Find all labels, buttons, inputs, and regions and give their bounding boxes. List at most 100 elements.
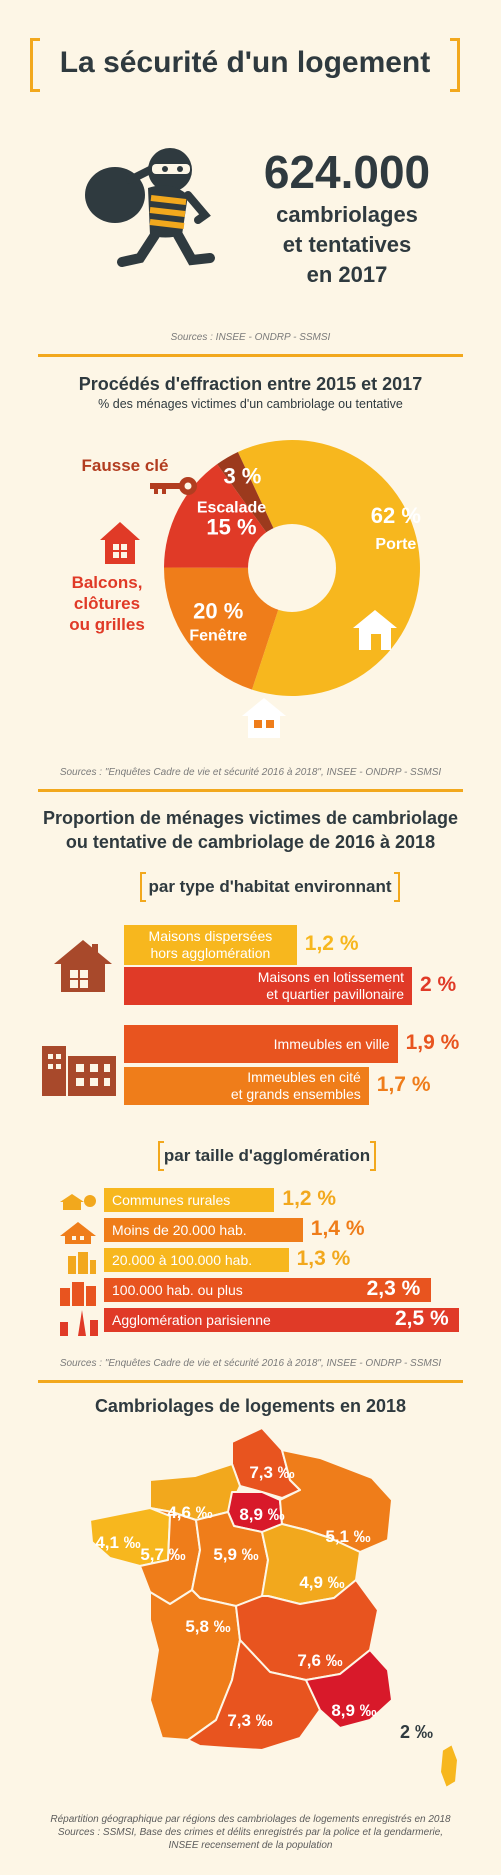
label-fausse-cle: Fausse clé	[81, 456, 169, 475]
region-value-label: 4,9 ‰	[299, 1573, 344, 1592]
intro-source: Sources : INSEE - ONDRP - SSMSI	[170, 332, 331, 343]
label-line: clôtures	[73, 594, 141, 613]
bar-category-label: 20.000 à 100.000 hab.	[112, 1251, 253, 1268]
region-value-label: 5,9 ‰	[213, 1545, 258, 1564]
bar-category-label: hors agglomération	[150, 945, 271, 961]
bar-category-label: Maisons en lotissement	[257, 969, 404, 985]
pie-value-label: 62 %	[371, 503, 421, 528]
agglomeration-bar: 100.000 hab. ou plus	[104, 1278, 431, 1302]
page-title: La sécurité d'un logement	[59, 46, 431, 79]
bar-value-label: 1,9 %	[405, 1031, 460, 1054]
footnote-line: Répartition géographique par régions des…	[50, 1814, 451, 1825]
section-divider	[38, 789, 463, 792]
bar-value-label: 1,2 %	[304, 932, 359, 955]
left-bracket	[140, 872, 146, 902]
map-footnote: Répartition géographique par régions des…	[0, 1813, 501, 1852]
bar-category-label: Immeubles en ville	[273, 1035, 390, 1052]
agglomeration-bar: Moins de 20.000 hab.	[104, 1218, 303, 1242]
agglomeration-bar: Agglomération parisienne	[104, 1308, 459, 1332]
bar-category-label: Communes rurales	[112, 1191, 231, 1208]
corsica-value: 2 ‰	[400, 1722, 434, 1742]
agglomeration-icons	[60, 1194, 98, 1336]
bar-category-label: Immeubles en cité	[247, 1069, 361, 1085]
pie-name-label: Escalade	[197, 500, 266, 517]
bars-source: Sources : "Enquêtes Cadre de vie et sécu…	[59, 1358, 442, 1369]
footnote-line: INSEE recensement de la population	[168, 1840, 333, 1851]
region-value-label: 7,6 ‰	[297, 1651, 342, 1670]
city-icon	[60, 1282, 96, 1306]
region-paca	[305, 1649, 393, 1729]
region-occitanie	[187, 1639, 321, 1751]
bars-title-line1: Proportion de ménages victimes de cambri…	[42, 808, 459, 828]
pie-value-label: 15 %	[206, 515, 256, 540]
group1-title: par type d'habitat environnant	[148, 877, 392, 896]
caption-line: cambriolages	[276, 202, 418, 227]
group2-title: par taille d'agglomération	[163, 1146, 371, 1165]
left-bracket	[158, 1141, 164, 1171]
burglar-icon	[85, 148, 215, 267]
label-line: Balcons,	[71, 573, 143, 592]
pie-source: Sources : "Enquêtes Cadre de vie et sécu…	[59, 767, 442, 778]
pie-name-label: Porte	[375, 536, 416, 553]
caption-line: et tentatives	[282, 232, 412, 257]
bar-value-label: 2,5 %	[395, 1307, 449, 1330]
paris-icon	[60, 1310, 98, 1336]
pie-subtitle: % des ménages victimes d'un cambriolage …	[98, 397, 403, 411]
agglomeration-bar: 20.000 à 100.000 hab.	[104, 1248, 289, 1272]
habitat-bar: Immeubles en ville	[124, 1025, 398, 1063]
region-value-label: 7,3 ‰	[249, 1463, 294, 1482]
bar-value-label: 1,3 %	[296, 1247, 351, 1270]
pie-title: Procédés d'effraction entre 2015 et 2017	[78, 374, 423, 394]
habitat-bar: Maisons en lotissement et quartier pavill…	[124, 967, 412, 1005]
house-icon	[100, 522, 140, 564]
label-line: ou grilles	[69, 615, 145, 634]
bars-title-line2: ou tentative de cambriolage de 2016 à 20…	[65, 832, 436, 852]
bar-value-label: 1,2 %	[282, 1187, 337, 1210]
map-title: Cambriolages de logements en 2018	[94, 1396, 407, 1416]
small-town-icon	[60, 1222, 96, 1244]
pie-value-label: 20 %	[193, 598, 243, 623]
section-divider	[38, 1380, 463, 1383]
region-value-label: 4,1 ‰	[95, 1533, 140, 1552]
right-bracket	[394, 872, 400, 902]
group1-title-block: par type d'habitat environnant	[140, 872, 400, 902]
region-corse	[439, 1743, 459, 1789]
rural-house-icon	[60, 1194, 96, 1210]
region-value-label: 5,8 ‰	[185, 1617, 230, 1636]
pie-hole	[248, 524, 336, 612]
pie-chart: 62 % Porte 20 % Fenêtre 15 %Escalade 3 %	[100, 440, 421, 738]
caption-line: en 2017	[306, 262, 388, 287]
region-value-label: 4,6 ‰	[167, 1503, 212, 1522]
key-icon	[150, 477, 197, 495]
pie-value-label: 3 %	[223, 463, 261, 488]
habitat-bar: Maisons dispersées hors agglomération	[124, 925, 297, 965]
habitat-bar: Immeubles en cité et grands ensembles	[124, 1067, 369, 1105]
agglomeration-bar: Communes rurales	[104, 1188, 275, 1212]
section-divider	[38, 354, 463, 357]
pie-name-label: Fenêtre	[189, 627, 247, 644]
region-value-label: 8,9 ‰	[239, 1505, 284, 1524]
burglary-count: 624.000	[263, 146, 431, 198]
right-bracket	[370, 1141, 376, 1171]
page-title-block: La sécurité d'un logement	[30, 38, 460, 92]
footnote-line: Sources : SSMSI, Base des crimes et déli…	[57, 1827, 444, 1838]
region-value-label: 5,7 ‰	[140, 1545, 185, 1564]
bar-category-label: et grands ensembles	[230, 1086, 361, 1102]
bar-value-label: 1,4 %	[310, 1217, 365, 1240]
region-value-label: 5,1 ‰	[325, 1527, 370, 1546]
group2-title-block: par taille d'agglomération	[158, 1141, 376, 1171]
bar-value-label: 1,7 %	[376, 1073, 431, 1096]
bar-category-label: 100.000 hab. ou plus	[112, 1281, 243, 1298]
bar-category-label: Agglomération parisienne	[112, 1311, 271, 1328]
bar-category-label: et quartier pavillonaire	[266, 986, 404, 1002]
region-value-label: 8,9 ‰	[331, 1701, 376, 1720]
bar-category-label: Maisons dispersées	[148, 928, 273, 944]
burglary-count-caption: cambriolages et tentatives en 2017	[232, 200, 462, 290]
bar-value-label: 2,3 %	[366, 1277, 421, 1300]
bar-value-label: 2 %	[420, 973, 457, 996]
right-bracket	[450, 38, 460, 92]
left-bracket	[30, 38, 40, 92]
medium-town-icon	[68, 1252, 96, 1274]
house-icon	[54, 940, 112, 992]
label-balcons: Balcons, clôtures ou grilles	[52, 572, 162, 635]
